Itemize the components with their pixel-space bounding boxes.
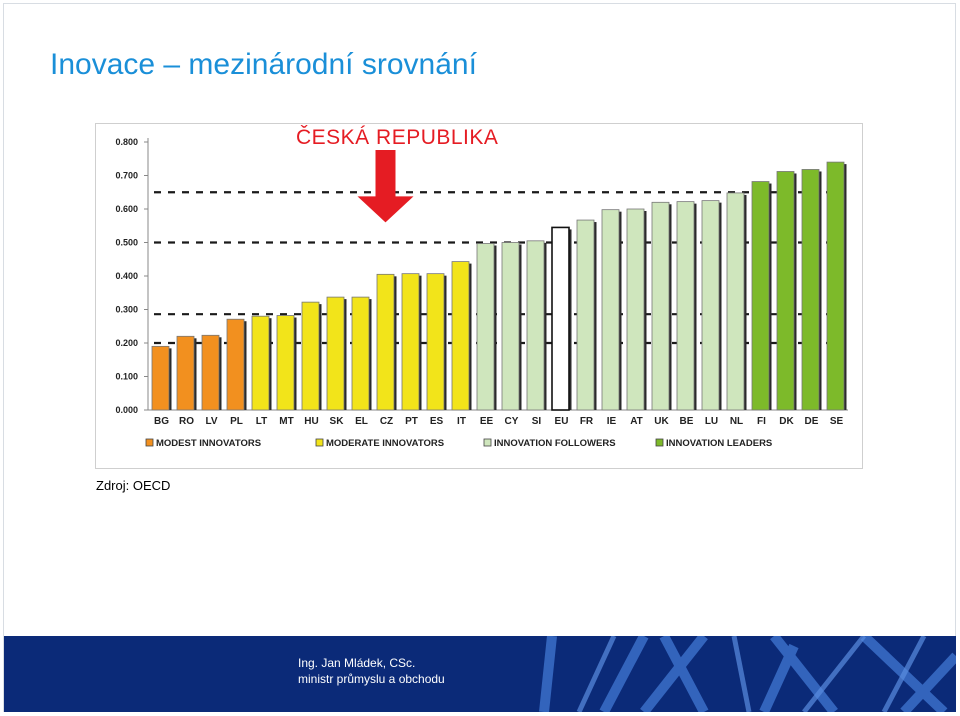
x-tick-label: DK (779, 416, 794, 427)
bar-eu (551, 226, 570, 411)
bar-cz (376, 273, 395, 411)
bar-lu (701, 200, 720, 411)
bar-lv (201, 334, 220, 411)
legend-swatch (483, 438, 492, 447)
bar-se (826, 161, 845, 411)
y-tick-label: 0.300 (115, 305, 138, 315)
legend-swatch (315, 438, 324, 447)
legend-label: INNOVATION FOLLOWERS (494, 438, 616, 449)
footer-text: Ing. Jan Mládek, CSc. ministr průmyslu a… (298, 655, 445, 687)
bar-uk (651, 201, 670, 411)
bar-dk (776, 171, 795, 411)
bar-sk (326, 296, 345, 411)
x-tick-label: ES (430, 416, 444, 427)
x-tick-label: IT (457, 416, 466, 427)
x-tick-label: AT (630, 416, 643, 427)
x-tick-label: IE (607, 416, 617, 427)
bar-pt (401, 273, 420, 411)
x-tick-label: MT (279, 416, 293, 427)
bar-chart: 0.000 0.100 0.200 0.300 0.400 0.500 0.600 0.700… (115, 137, 848, 449)
y-tick-label: 0.800 (115, 137, 138, 147)
legend-swatch (655, 438, 664, 447)
x-tick-label: HU (304, 416, 318, 427)
x-tick-label: CZ (380, 416, 393, 427)
x-tick-label: SI (532, 416, 542, 427)
chart-container: 0.000 0.100 0.200 0.300 0.400 0.500 0.600 0.700… (95, 123, 863, 469)
bar-pl (226, 318, 245, 411)
y-tick-label: 0.600 (115, 204, 138, 214)
legend-label: INNOVATION LEADERS (666, 438, 772, 449)
slide-title: Inovace – mezinárodní srovnání (50, 48, 477, 81)
x-tick-label: NL (730, 416, 743, 427)
y-tick-label: 0.400 (115, 271, 138, 281)
bar-cy (501, 242, 520, 411)
x-tick-label: EE (480, 416, 494, 427)
legend-label: MODEST INNOVATORS (156, 438, 261, 449)
y-tick-label: 0.700 (115, 171, 138, 181)
x-tick-label: SE (830, 416, 844, 427)
source-note: Zdroj: OECD (96, 478, 171, 493)
bar-bg (151, 345, 170, 411)
footer-bar: Ing. Jan Mládek, CSc. ministr průmyslu a… (4, 636, 956, 712)
bar-el (351, 296, 370, 411)
x-tick-label: LU (705, 416, 718, 427)
x-tick-label: DE (805, 416, 819, 427)
bar-at (626, 208, 645, 411)
x-tick-label: BE (680, 416, 694, 427)
bar-ee (476, 243, 495, 411)
bar-fi (751, 181, 770, 411)
highlight-arrow-icon (357, 150, 414, 223)
x-tick-label: FR (580, 416, 594, 427)
x-tick-label: LV (205, 416, 217, 427)
bar-it (451, 261, 470, 411)
bar-fr (576, 219, 595, 411)
bar-ro (176, 335, 195, 411)
x-tick-label: LT (256, 416, 267, 427)
legend-swatch (145, 438, 154, 447)
bar-mt (276, 315, 295, 411)
x-tick-label: BG (154, 416, 169, 427)
bar-hu (301, 301, 320, 411)
x-tick-label: EL (355, 416, 368, 427)
y-tick-label: 0.200 (115, 338, 138, 348)
x-tick-label: UK (654, 416, 669, 427)
bar-be (676, 201, 695, 411)
y-tick-label: 0.100 (115, 372, 138, 382)
bar-lt (251, 315, 270, 411)
bar-nl (726, 192, 745, 411)
bar-ie (601, 209, 620, 411)
y-tick-label: 0.000 (115, 405, 138, 415)
x-tick-label: PT (405, 416, 418, 427)
x-tick-label: RO (179, 416, 194, 427)
bar-de (801, 169, 820, 411)
legend-label: MODERATE INNOVATORS (326, 438, 444, 449)
bar-es (426, 273, 445, 411)
x-tick-label: CY (505, 416, 519, 427)
footer-decoration (539, 636, 956, 712)
presenter-name: Ing. Jan Mládek, CSc. (298, 656, 416, 670)
y-tick-label: 0.500 (115, 238, 138, 248)
bar-si (526, 240, 545, 411)
x-tick-label: PL (230, 416, 243, 427)
presenter-role: ministr průmyslu a obchodu (298, 672, 445, 686)
x-tick-label: FI (757, 416, 766, 427)
highlight-label: ČESKÁ REPUBLIKA (296, 126, 499, 149)
x-tick-label: EU (555, 416, 569, 427)
x-tick-label: SK (330, 416, 345, 427)
